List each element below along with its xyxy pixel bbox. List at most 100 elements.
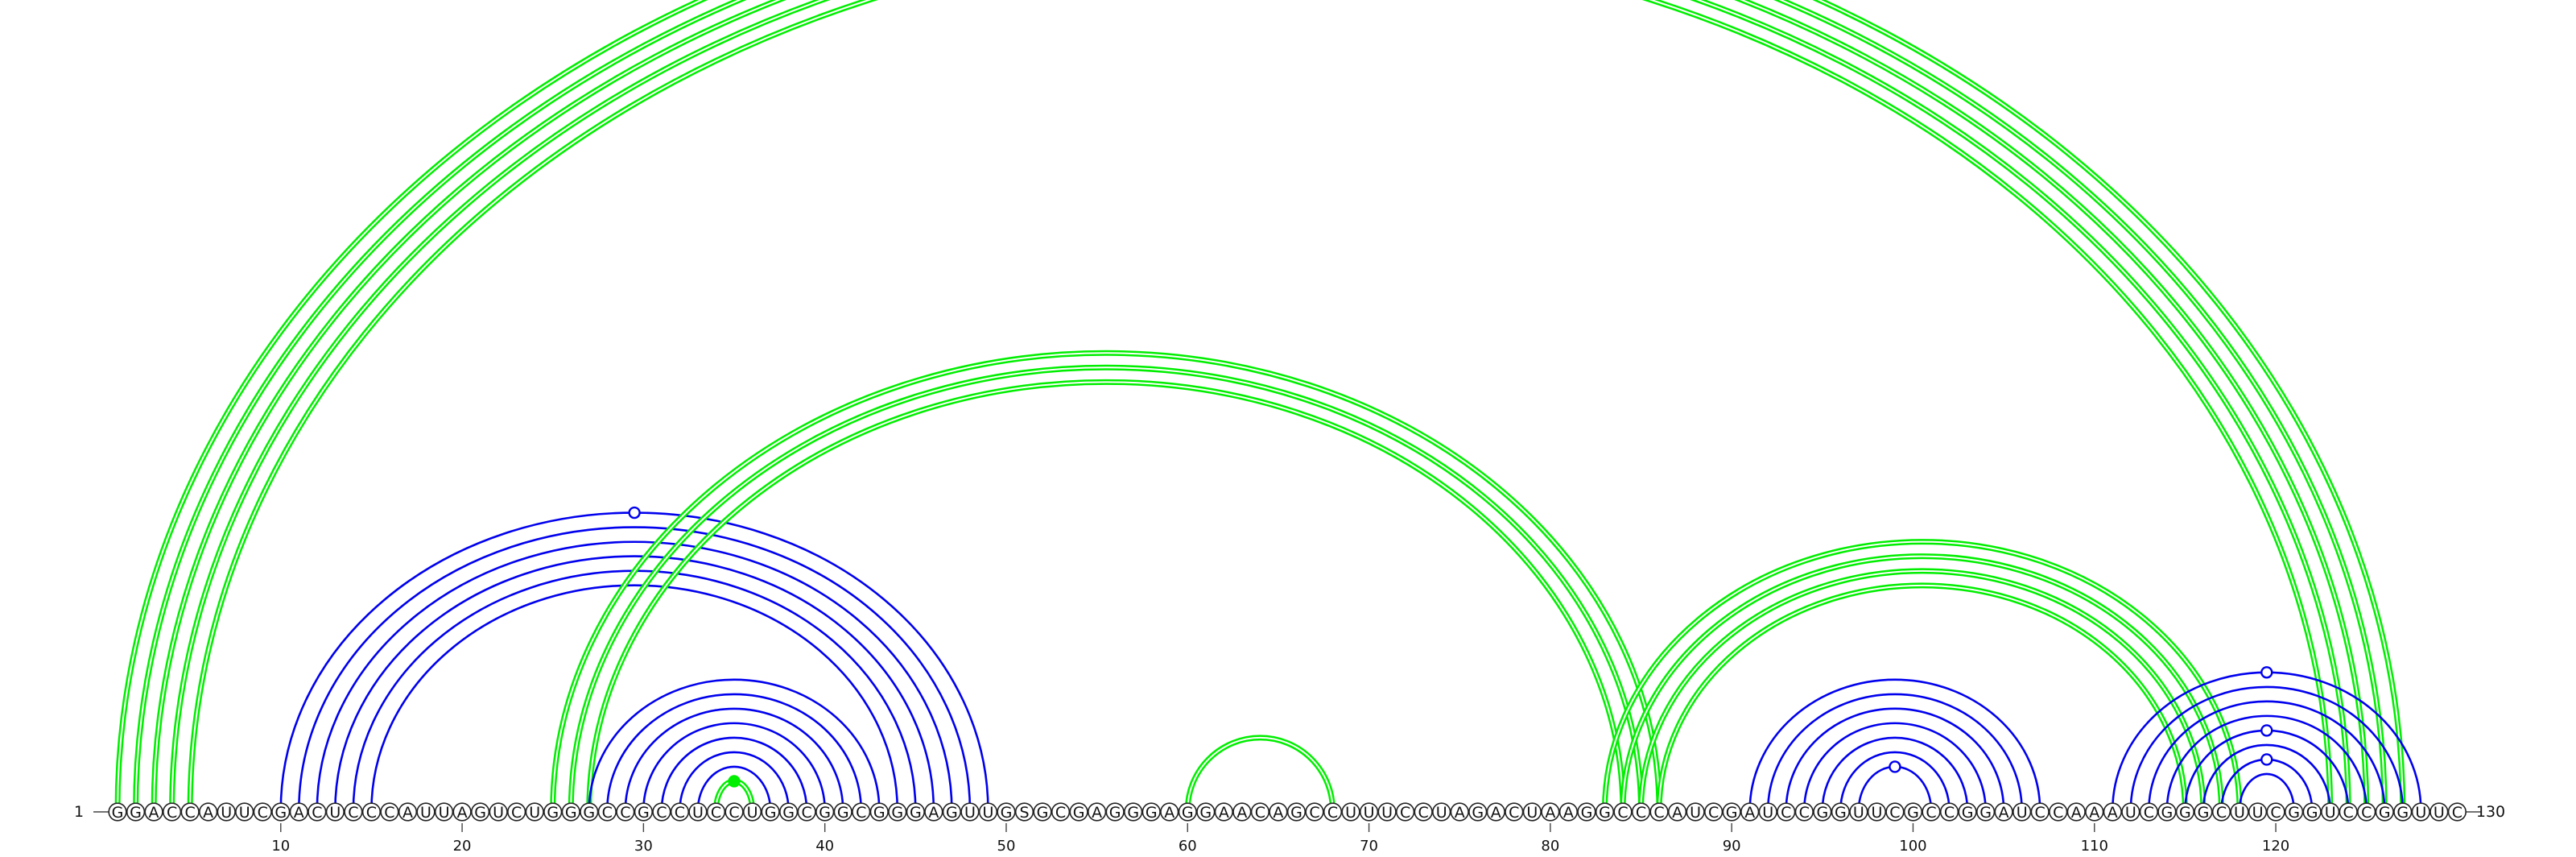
nucleotide-letter: U xyxy=(692,804,704,822)
nucleotide-letter: U xyxy=(329,804,341,822)
nucleotide-letter: U xyxy=(529,804,540,822)
filled-loop-marker xyxy=(728,775,741,788)
nucleotide: U xyxy=(1432,802,1451,822)
nucleotide: G xyxy=(2285,802,2304,822)
pair-arc xyxy=(316,540,953,811)
pair-arc xyxy=(187,0,2334,814)
nucleotide-letter: G xyxy=(782,804,795,822)
pair-arc xyxy=(279,511,989,811)
nucleotide: U xyxy=(489,802,508,822)
nucleotide: U xyxy=(235,802,254,822)
nucleotide-letter: U xyxy=(439,804,450,822)
nucleotide-letter: G xyxy=(1146,804,1158,822)
nucleotide-letter: C xyxy=(1327,804,1338,822)
sequence-end-label: 130 xyxy=(2476,803,2505,821)
nucleotide-letter: G xyxy=(130,804,142,822)
nucleotide: C xyxy=(1704,802,1724,822)
nucleotide: U xyxy=(742,802,762,822)
nucleotide-letter: G xyxy=(837,804,849,822)
nucleotide-letter: A xyxy=(1219,804,1229,822)
nucleotide: C xyxy=(1649,802,1669,822)
pair-arc xyxy=(586,379,1626,814)
nucleotide: G xyxy=(543,802,563,822)
nucleotide: U xyxy=(2248,802,2268,822)
nucleotide-letter: C xyxy=(1509,804,1519,822)
open-loop-marker xyxy=(2260,666,2273,679)
nucleotide: G xyxy=(1975,802,1996,822)
nucleotide-letter: A xyxy=(928,804,939,822)
nucleotide: U xyxy=(2230,802,2249,822)
nucleotide-letter: U xyxy=(239,804,250,822)
tick-label: 110 xyxy=(2081,838,2108,855)
tick-label: 80 xyxy=(1541,838,1559,855)
pair-arc xyxy=(352,569,917,811)
nucleotide-letter: G xyxy=(1726,804,1738,822)
nucleotide-letter: C xyxy=(1255,804,1265,822)
nucleotide-letter: C xyxy=(656,804,667,822)
nucleotide: U xyxy=(1359,802,1379,822)
nucleotide-letter: G xyxy=(638,804,650,822)
pair-arc xyxy=(1766,693,2023,811)
nucleotide-letter: C xyxy=(1636,804,1646,822)
nucleotide: C xyxy=(507,802,526,822)
nucleotide: G xyxy=(1124,802,1143,822)
nucleotide: G xyxy=(869,802,889,822)
nucleotide: U xyxy=(2121,802,2140,822)
nucleotide-letter: C xyxy=(258,804,268,822)
tick-label: 10 xyxy=(271,838,290,855)
nucleotide-letter: U xyxy=(2325,804,2336,822)
nucleotide: U xyxy=(960,802,980,822)
nucleotide-letter: G xyxy=(819,804,831,822)
nucleotide: A xyxy=(924,802,943,822)
nucleotide-letter: U xyxy=(964,804,976,822)
nucleotide: C xyxy=(1414,802,1433,822)
pair-arc xyxy=(1821,736,1969,811)
nucleotide-letter: U xyxy=(2234,804,2245,822)
open-loop-marker xyxy=(2260,724,2273,737)
nucleotide: U xyxy=(978,802,998,822)
nucleotide-letter: G xyxy=(1599,804,1611,822)
tick-label: 50 xyxy=(997,838,1016,855)
nucleotide: A xyxy=(1486,802,1505,822)
nucleotide: A xyxy=(1214,802,1233,822)
nucleotide: U xyxy=(434,802,454,822)
nucleotide: C xyxy=(361,802,382,822)
pair-arc xyxy=(624,707,844,811)
nucleotide-letter: C xyxy=(2216,804,2227,822)
pair-arc xyxy=(2129,685,2405,811)
nucleotide-letter: A xyxy=(2089,804,2099,822)
tick-label: 40 xyxy=(815,838,834,855)
nucleotide-letter: G xyxy=(891,804,903,822)
pair-arc xyxy=(550,350,1662,814)
nucleotide: U xyxy=(1377,802,1397,822)
nucleotide: G xyxy=(561,802,580,822)
nucleotide: G xyxy=(108,802,127,822)
nucleotide-letter: A xyxy=(1563,804,1574,822)
nucleotide-letter: G xyxy=(1182,804,1194,822)
nucleotide-letter: A xyxy=(1545,804,1555,822)
nucleotide-letter: C xyxy=(1944,804,1955,822)
pair-arc xyxy=(1656,582,2188,814)
tick-label: 70 xyxy=(1360,838,1378,855)
nucleotide-letter: C xyxy=(312,804,322,822)
nucleotide-letter: G xyxy=(275,804,287,822)
nucleotide-letter: A xyxy=(2071,804,2082,822)
nucleotide-letter: C xyxy=(184,804,195,822)
nucleotide: C xyxy=(797,802,816,822)
nucleotide: G xyxy=(761,802,780,822)
nucleotide-letter: A xyxy=(1744,804,1755,822)
nucleotide: A xyxy=(2103,802,2122,822)
pair-arc xyxy=(114,0,2406,814)
nucleotide: G xyxy=(1033,802,1052,822)
pair-arc xyxy=(1748,678,2041,811)
nucleotide-letter: G xyxy=(910,804,922,822)
nucleotide: A xyxy=(452,802,472,822)
nucleotide: A xyxy=(144,802,163,822)
nucleotide: A xyxy=(1740,802,1760,822)
nucleotide-letter: U xyxy=(1871,804,1882,822)
nucleotide-letter: U xyxy=(1526,804,1538,822)
open-loop-marker xyxy=(2260,753,2273,766)
nucleotide-letter: U xyxy=(2415,804,2426,822)
nucleotide-letter: A xyxy=(1092,804,1102,822)
